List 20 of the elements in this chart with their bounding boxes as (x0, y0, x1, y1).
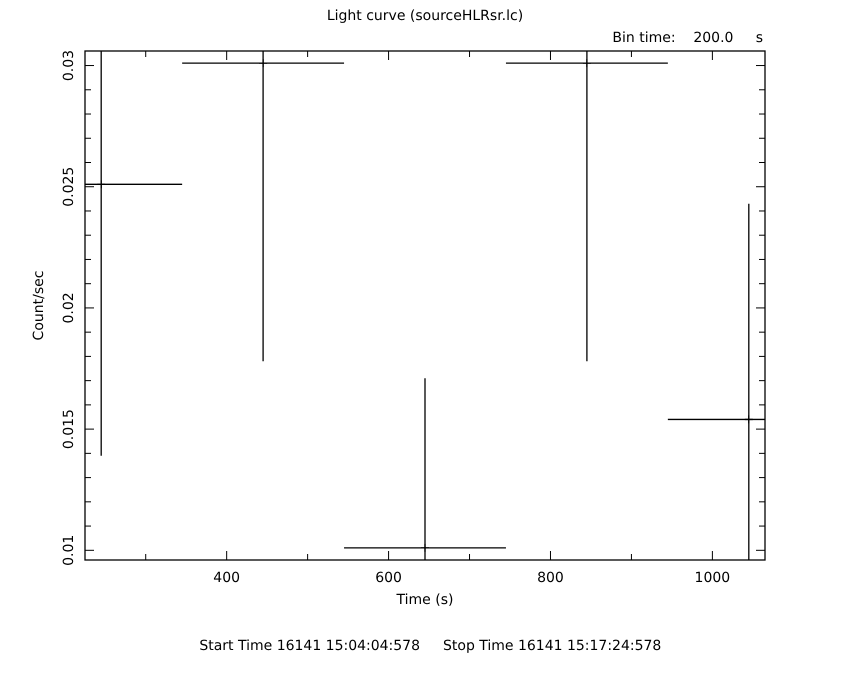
y-tick-label: 0.03 (61, 50, 77, 82)
chart-title: Light curve (sourceHLRsr.lc) (326, 8, 524, 24)
x-tick-label: 400 (213, 570, 240, 586)
x-axis-title: Time (s) (396, 592, 454, 608)
y-tick-label: 0.015 (61, 409, 77, 450)
point (582, 58, 592, 68)
y-axis-title: Count/sec (31, 270, 47, 340)
point (420, 543, 430, 553)
text: Stop Time 16141 15:17:24:578 (443, 638, 662, 654)
y-tick-label: 0.025 (61, 166, 77, 207)
x-tick-label: 800 (537, 570, 564, 586)
text: Start Time 16141 15:04:04:578 (199, 638, 420, 654)
text: Bin time: 200.0 s (612, 30, 763, 46)
y-tick-label: 0.02 (61, 292, 77, 324)
x-tick-label: 600 (375, 570, 402, 586)
point (744, 414, 754, 424)
point (96, 180, 106, 189)
point (258, 58, 268, 68)
x-tick-label: 1000 (694, 570, 730, 586)
y-tick-label: 0.01 (61, 534, 77, 566)
